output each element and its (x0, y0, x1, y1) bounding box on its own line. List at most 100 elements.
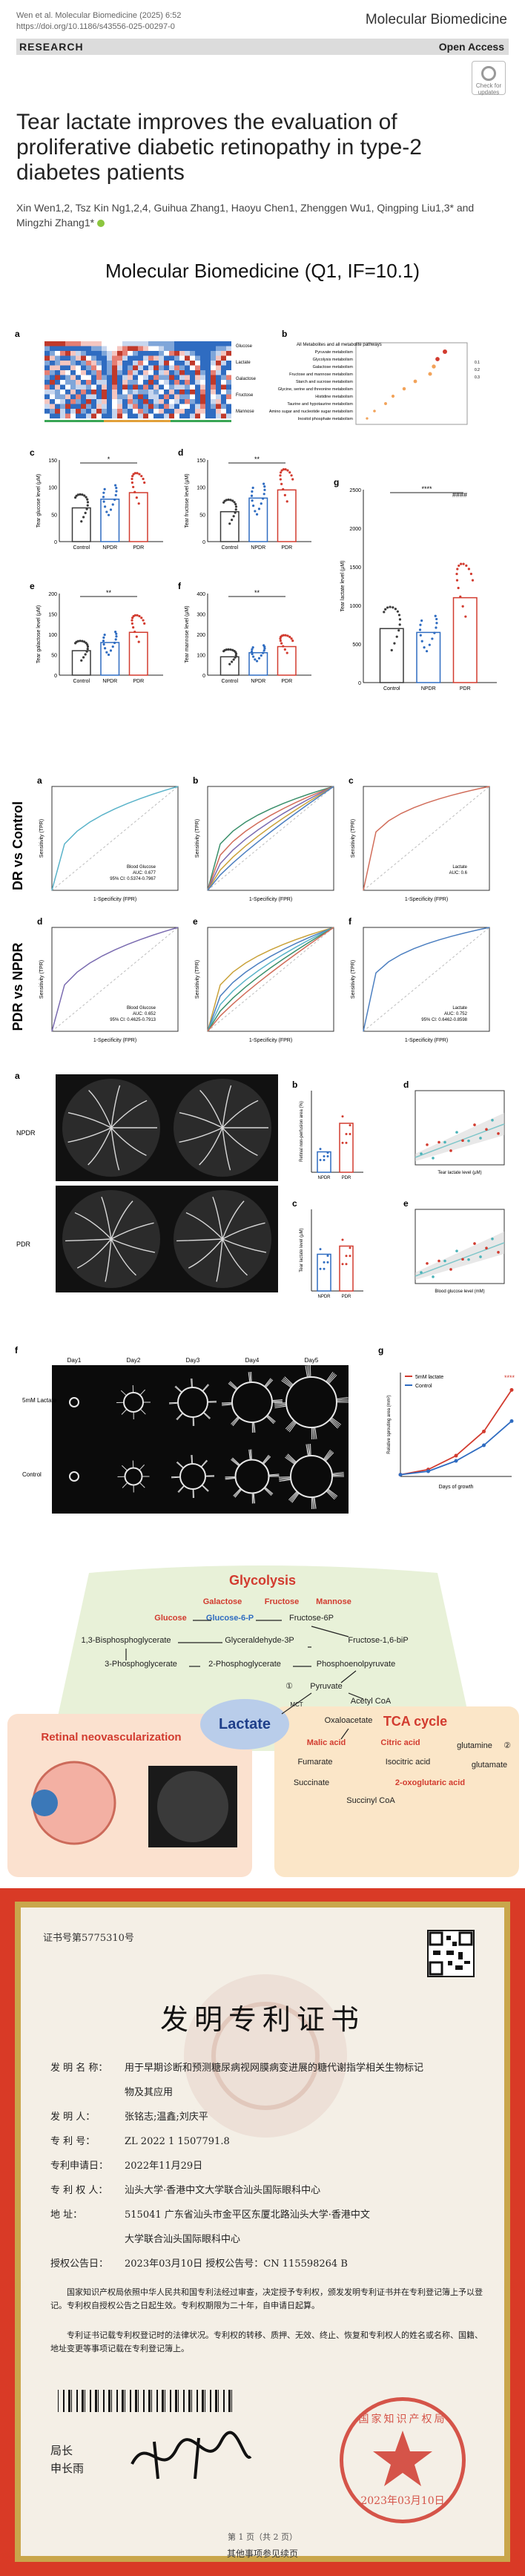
sprout-branch (229, 1381, 238, 1389)
vessel (88, 1127, 112, 1166)
heatmap-cell (195, 384, 200, 390)
heatmap-cell (60, 375, 65, 380)
panel-label: d (37, 916, 42, 927)
heatmap-row-label: Mannose (236, 410, 254, 414)
certificate-title: 发明专利证书 (159, 2003, 365, 2036)
sprout-ring (69, 1397, 79, 1407)
row-label: DR vs Control (10, 801, 25, 890)
heatmap-cell (44, 399, 50, 404)
orcid-icon[interactable] (96, 220, 105, 228)
sprout-branch (191, 1379, 192, 1388)
data-point (254, 658, 257, 661)
sprout-branch (231, 1458, 240, 1466)
heatmap-cell (112, 404, 117, 409)
data-point (420, 619, 423, 622)
heatmap-cell (179, 380, 185, 385)
heatmap-cell (60, 384, 65, 390)
scatter-point (426, 1143, 429, 1146)
heatmap-cell (159, 380, 164, 385)
check-updates-badge[interactable]: Check for updates (472, 61, 506, 96)
panel-label: e (403, 1198, 409, 1209)
heatmap-cell (179, 346, 185, 351)
sprout-branch (264, 1487, 273, 1495)
heatmap-cell (81, 346, 86, 351)
scatter-point (467, 1258, 470, 1261)
heatmap-cell (148, 394, 153, 399)
sprout-branch (288, 1491, 297, 1500)
roc-curve (207, 927, 334, 1032)
heatmap-cell (174, 341, 179, 346)
field-key: 地 址： (50, 2209, 83, 2221)
sprout-branch (176, 1461, 185, 1468)
heatmap-cell (211, 399, 216, 404)
heatmap-cell (195, 375, 200, 380)
sprout-branch (271, 1399, 283, 1402)
sprout-branch (314, 1496, 317, 1509)
pathway-arrow (348, 1692, 364, 1700)
heatmap-cell (44, 355, 50, 361)
sprout-branch (231, 1459, 240, 1467)
phosphoenolpyruvate: Phosphoenolpyruvate (317, 1660, 395, 1669)
heatmap-cell (169, 394, 174, 399)
heatmap-cell (169, 384, 174, 390)
data-point (84, 511, 87, 514)
heatmap-cell (169, 351, 174, 356)
data-point (105, 651, 108, 654)
heatmap-cell (190, 355, 195, 361)
heatmap-cell (112, 370, 117, 375)
data-point (456, 568, 459, 571)
enrichment-dot (413, 379, 417, 384)
data-point (288, 471, 291, 474)
doi-link[interactable]: https://doi.org/10.1186/s43556-025-00297… (16, 22, 175, 31)
heatmap-cell (128, 409, 133, 414)
heatmap-cell (96, 341, 102, 346)
sprout-branch (252, 1493, 254, 1504)
legend-entry: Control (415, 1384, 432, 1389)
data-point (252, 655, 255, 658)
heatmap-cell (107, 361, 112, 366)
heatmap-cell (96, 351, 102, 356)
heatmap-cell (60, 390, 65, 395)
heatmap-cell (221, 413, 226, 418)
heatmap-cell (65, 361, 70, 366)
field-key: 专 利 号： (50, 2136, 96, 2147)
mark-1: ① (285, 1682, 293, 1691)
pathway-arrow (340, 1728, 349, 1740)
heatmap-cell (91, 399, 96, 404)
panel-label: c (292, 1198, 297, 1209)
heatmap-cell (179, 355, 185, 361)
heatmap-cell (65, 413, 70, 418)
certificate-frame: 证书号第5775310号 发明专利证书 发 明 名 称： 用于早期诊断和预测糖尿病… (0, 1888, 525, 2576)
data-point (131, 475, 134, 478)
x-axis-label: 1-Specificity (FPR) (93, 897, 136, 902)
heatmap-cell (128, 375, 133, 380)
official-seal: 国家知识产权局 2023年03月10日 (340, 2397, 466, 2523)
data-point (261, 497, 265, 500)
y-tick-label: 100 (48, 633, 57, 638)
heatmap-cell (112, 380, 117, 385)
heatmap-cell (86, 409, 91, 414)
heatmap-cell (76, 341, 81, 346)
vessel (67, 1111, 112, 1128)
barcode-bar (76, 2390, 78, 2412)
heatmap-cell (190, 404, 195, 409)
heatmap-cell (205, 375, 211, 380)
barcode-strip (58, 2390, 232, 2412)
sprout-branch (284, 1376, 294, 1385)
heatmap-cell (91, 355, 96, 361)
scatter-point (497, 1132, 500, 1135)
heatmap-cell (143, 399, 148, 404)
heatmap-cell (81, 365, 86, 370)
heatmap-cell (81, 370, 86, 375)
heatmap-cell (70, 355, 76, 361)
heatmap-cell (122, 365, 128, 370)
y-tick-label: 100 (197, 486, 205, 491)
sprout-branch (201, 1485, 208, 1492)
panel-label-f: f (178, 581, 182, 591)
sprout-branch (279, 1477, 291, 1479)
section-label: RESEARCH (19, 41, 84, 53)
heatmap-cell (102, 365, 107, 370)
heatmap-cell (86, 390, 91, 395)
heatmap-cell (216, 394, 221, 399)
heatmap-cell (190, 384, 195, 390)
